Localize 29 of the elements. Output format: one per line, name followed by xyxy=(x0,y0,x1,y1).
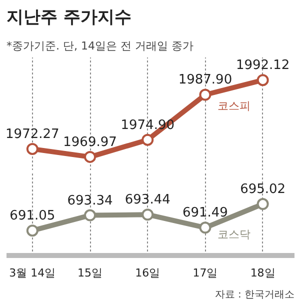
data-label: 1992.12 xyxy=(236,58,290,74)
x-tick-label: 3월 14일 xyxy=(9,266,56,280)
data-label: 693.44 xyxy=(124,192,170,208)
x-tick-label: 16일 xyxy=(135,266,160,280)
series-label: 코스닥 xyxy=(218,228,251,241)
point xyxy=(199,222,212,234)
data-label: 695.02 xyxy=(240,182,286,198)
point xyxy=(256,198,269,210)
data-label: 1987.90 xyxy=(178,72,232,88)
chart-title: 지난주 주가지수 xyxy=(6,8,132,28)
x-tick-label: 15일 xyxy=(78,266,103,280)
point xyxy=(84,209,96,222)
point xyxy=(26,142,38,155)
text: 자료 : 한국거래소 xyxy=(214,290,295,300)
point xyxy=(142,208,154,221)
x-tick-label: 17일 xyxy=(192,266,218,280)
point xyxy=(199,88,212,101)
data-label: 693.34 xyxy=(67,193,113,208)
point xyxy=(26,224,38,237)
data-label: 691.05 xyxy=(10,208,56,224)
point xyxy=(84,150,96,163)
point xyxy=(256,74,269,86)
data-label: 1972.27 xyxy=(6,126,60,142)
data-label: 1969.97 xyxy=(63,134,117,150)
series-label: 코스피 xyxy=(218,99,251,112)
point xyxy=(142,134,154,146)
chart-subtitle: *종가기준. 단, 14일은 전 거래일 종가 xyxy=(6,40,194,52)
x-tick-label: 18일 xyxy=(250,266,276,280)
data-label: 691.49 xyxy=(182,206,228,221)
